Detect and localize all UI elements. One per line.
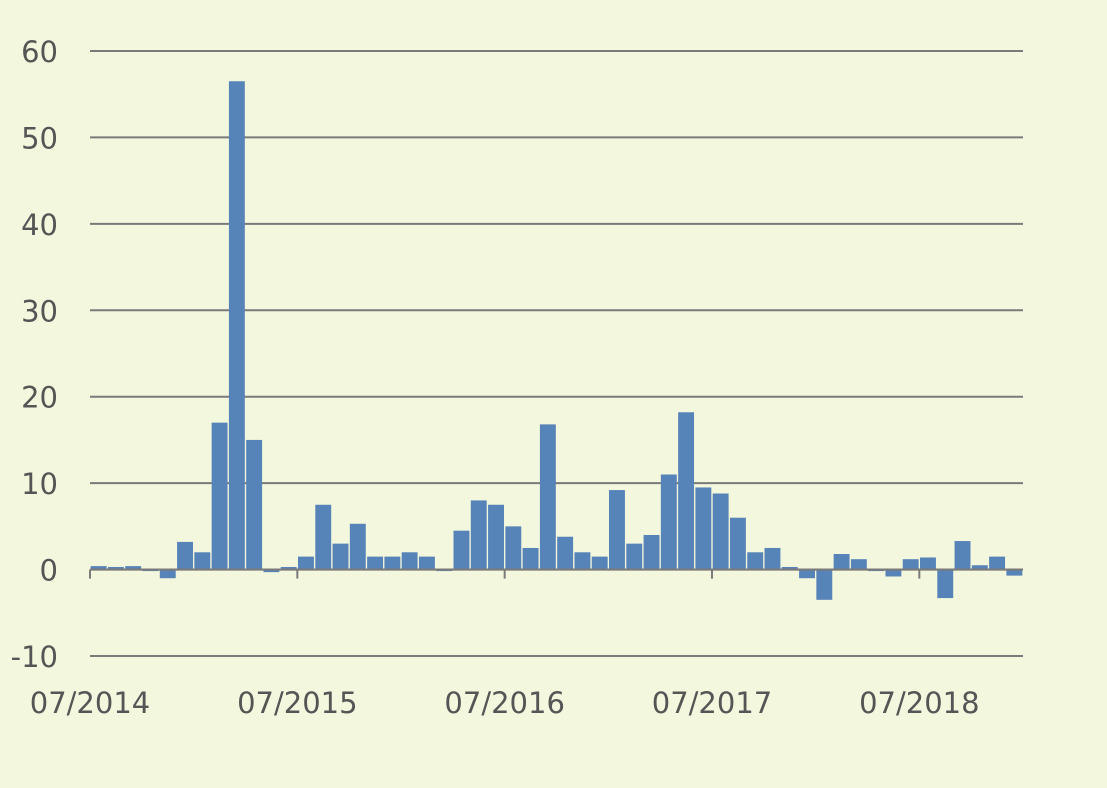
x-tick-label: 07/2017 (652, 686, 772, 720)
bar (816, 569, 833, 600)
label-layer: -10 0 10 20 30 40 50 60 07/2014 07/2015 07/2016 07/… (11, 35, 980, 720)
bar (384, 556, 401, 570)
bar (850, 559, 867, 570)
bar (488, 504, 504, 570)
bar (712, 493, 729, 570)
bar (937, 569, 954, 599)
x-tick-label: 07/2018 (859, 686, 979, 720)
bar (280, 566, 297, 570)
bar (177, 541, 193, 570)
bar (833, 554, 850, 570)
bar-layer (90, 81, 1023, 600)
bar (194, 552, 211, 570)
bar (920, 557, 936, 570)
y-tick-label: -10 (11, 640, 58, 674)
bar (90, 566, 107, 570)
bar (799, 569, 815, 579)
bar (228, 81, 245, 570)
bar (747, 552, 764, 570)
bar (418, 556, 435, 570)
bar (729, 517, 746, 570)
bar (902, 559, 919, 570)
bar (574, 552, 591, 570)
x-tick-label: 07/2015 (237, 686, 357, 720)
bar (660, 474, 677, 570)
y-tick-label: 50 (21, 121, 58, 155)
y-tick-label: 20 (21, 381, 58, 415)
x-tick-label: 07/2014 (30, 686, 150, 720)
bar (781, 566, 798, 570)
bar (349, 523, 366, 570)
bar (315, 504, 332, 570)
bar (522, 547, 539, 570)
bar (470, 500, 487, 570)
axis-layer (89, 568, 1023, 579)
bar (609, 490, 625, 570)
bar (989, 556, 1006, 570)
bar (159, 569, 176, 579)
y-tick-label: 30 (21, 294, 58, 328)
bar (505, 526, 522, 570)
bar (246, 439, 263, 570)
y-tick-label: 0 (40, 554, 58, 588)
bar (367, 556, 384, 570)
grid-layer (90, 50, 1023, 657)
bar (125, 566, 142, 570)
bar (643, 535, 660, 570)
bar (401, 552, 418, 570)
bar (954, 541, 971, 570)
bar (332, 543, 349, 570)
bar (263, 569, 280, 573)
bar (298, 556, 314, 570)
bar (211, 422, 228, 570)
bar (453, 530, 470, 570)
x-tick-label: 07/2016 (444, 686, 564, 720)
bar (591, 556, 608, 570)
bar (678, 412, 695, 570)
y-tick-label: 60 (21, 35, 58, 69)
bar (107, 566, 124, 570)
bar (695, 487, 712, 570)
bar (885, 569, 902, 577)
y-tick-label: 40 (21, 208, 58, 242)
bar (539, 424, 556, 570)
bar (626, 543, 643, 570)
bar (971, 565, 988, 570)
bar (1006, 569, 1023, 576)
bar (764, 547, 781, 570)
bar (557, 536, 574, 570)
y-tick-label: 10 (21, 467, 58, 501)
